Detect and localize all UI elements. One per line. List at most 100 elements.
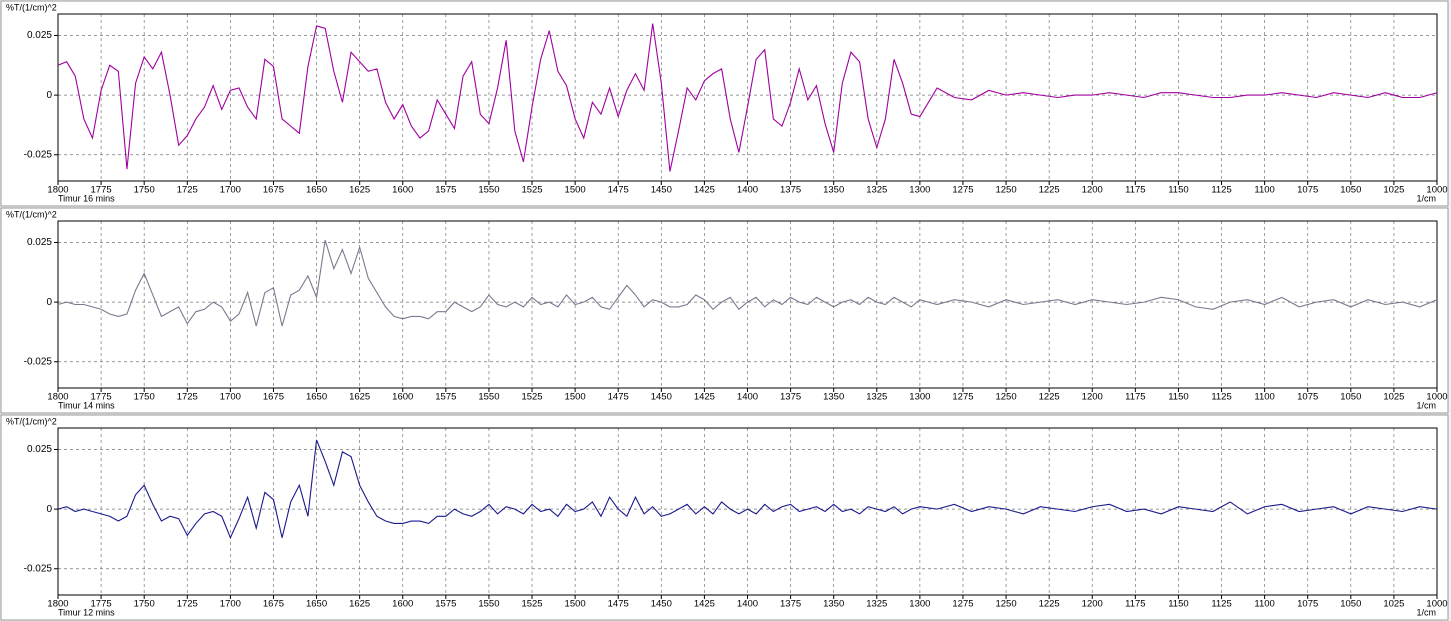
- spectrum-line: [57, 239, 1438, 327]
- x-tick-label: 1000: [1426, 185, 1447, 196]
- x-tick-label: 1550: [478, 185, 499, 196]
- x-tick-label: 1400: [737, 599, 758, 610]
- x-tick-label: 1325: [866, 599, 887, 610]
- legend-entry: Timur 14 mins: [58, 400, 115, 410]
- panel-frame: [0, 207, 1449, 414]
- spectrum-line: [57, 23, 1438, 172]
- x-tick-label: 1150: [1168, 599, 1188, 610]
- x-tick-label: 1175: [1125, 392, 1145, 403]
- x-tick-label: 1450: [651, 392, 672, 403]
- x-tick-label: 1175: [1125, 599, 1145, 610]
- y-tick-label: 0: [46, 90, 52, 101]
- x-tick-label: 1050: [1340, 185, 1361, 196]
- spectrum-line: [57, 439, 1438, 540]
- x-tick-label: 1025: [1383, 392, 1404, 403]
- x-tick-label: 1625: [349, 185, 370, 196]
- x-tick-label: 1300: [909, 599, 930, 610]
- x-tick-label: 1725: [177, 392, 198, 403]
- x-tick-label: 1050: [1340, 392, 1361, 403]
- x-tick-label: 1225: [1039, 599, 1060, 610]
- x-tick-label: 1225: [1039, 185, 1060, 196]
- x-tick-label: 1000: [1426, 599, 1447, 610]
- x-tick-label: 1325: [866, 185, 887, 196]
- x-axis-label: 1/cm: [1416, 193, 1436, 203]
- x-tick-label: 1350: [823, 185, 844, 196]
- x-tick-label: 1075: [1297, 392, 1318, 403]
- x-tick-label: 1450: [651, 185, 672, 196]
- y-tick-label: -0.025: [24, 563, 53, 574]
- x-tick-label: 1750: [134, 599, 155, 610]
- x-tick-label: 1450: [651, 599, 672, 610]
- x-tick-label: 1575: [435, 185, 456, 196]
- x-tick-label: 1400: [737, 185, 758, 196]
- x-tick-label: 1425: [694, 392, 715, 403]
- x-tick-label: 1500: [565, 185, 586, 196]
- x-tick-label: 1600: [392, 599, 413, 610]
- x-tick-label: 1150: [1168, 185, 1188, 196]
- x-tick-label: 1650: [306, 392, 327, 403]
- y-axis-label: %T/(1/cm)^2: [6, 2, 57, 12]
- panel-frame: [0, 414, 1449, 621]
- x-tick-label: 1100: [1254, 185, 1274, 196]
- x-tick-label: 1250: [995, 392, 1016, 403]
- x-tick-label: 1425: [694, 599, 715, 610]
- x-tick-label: 1125: [1211, 599, 1231, 610]
- x-tick-label: 1350: [823, 392, 844, 403]
- x-tick-label: 1175: [1125, 185, 1145, 196]
- x-tick-label: 1375: [780, 599, 801, 610]
- x-tick-label: 1250: [995, 599, 1016, 610]
- x-tick-label: 1575: [435, 599, 456, 610]
- x-tick-label: 1125: [1211, 392, 1231, 403]
- x-tick-label: 1500: [565, 392, 586, 403]
- x-tick-label: 1525: [521, 185, 542, 196]
- x-tick-label: 1100: [1254, 392, 1274, 403]
- x-tick-label: 1750: [134, 185, 155, 196]
- x-tick-label: 1475: [608, 392, 629, 403]
- x-tick-label: 1750: [134, 392, 155, 403]
- x-tick-label: 1275: [952, 599, 973, 610]
- x-tick-label: 1400: [737, 392, 758, 403]
- x-tick-label: 1650: [306, 185, 327, 196]
- legend-entry: Timur 12 mins: [58, 607, 115, 617]
- x-tick-label: 1625: [349, 392, 370, 403]
- x-tick-label: 1775: [91, 392, 112, 403]
- x-tick-label: 1375: [780, 185, 801, 196]
- x-tick-label: 1675: [263, 185, 284, 196]
- x-tick-label: 1600: [392, 185, 413, 196]
- x-tick-label: 1100: [1254, 599, 1274, 610]
- x-tick-label: 1275: [952, 392, 973, 403]
- legend-entry: Timur 16 mins: [58, 193, 115, 203]
- x-tick-label: 1775: [91, 185, 112, 196]
- x-tick-label: 1375: [780, 392, 801, 403]
- x-tick-label: 1475: [608, 599, 629, 610]
- x-tick-label: 1725: [177, 599, 198, 610]
- x-tick-label: 1300: [909, 392, 930, 403]
- y-tick-label: 0: [46, 504, 52, 515]
- y-axis-label: %T/(1/cm)^2: [6, 209, 57, 219]
- x-tick-label: 1200: [1082, 599, 1103, 610]
- x-tick-label: 1675: [263, 392, 284, 403]
- x-tick-label: 1200: [1082, 185, 1103, 196]
- x-tick-label: 1550: [478, 392, 499, 403]
- y-tick-label: 0.025: [27, 30, 52, 41]
- x-tick-label: 1525: [521, 392, 542, 403]
- plot-frame: [57, 427, 1438, 596]
- x-tick-label: 1525: [521, 599, 542, 610]
- x-tick-label: 1000: [1426, 392, 1447, 403]
- x-tick-label: 1625: [349, 599, 370, 610]
- x-tick-label: 1475: [608, 185, 629, 196]
- x-tick-label: 1225: [1039, 392, 1060, 403]
- x-tick-label: 1675: [263, 599, 284, 610]
- x-tick-label: 1150: [1168, 392, 1188, 403]
- x-tick-label: 1425: [694, 185, 715, 196]
- x-tick-label: 1700: [220, 599, 241, 610]
- x-tick-label: 1200: [1082, 392, 1103, 403]
- x-tick-label: 1800: [47, 599, 68, 610]
- y-axis-label: %T/(1/cm)^2: [6, 416, 57, 426]
- x-axis-label: 1/cm: [1416, 400, 1436, 410]
- x-tick-label: 1125: [1211, 185, 1231, 196]
- x-tick-label: 1600: [392, 392, 413, 403]
- y-tick-label: 0.025: [27, 237, 52, 248]
